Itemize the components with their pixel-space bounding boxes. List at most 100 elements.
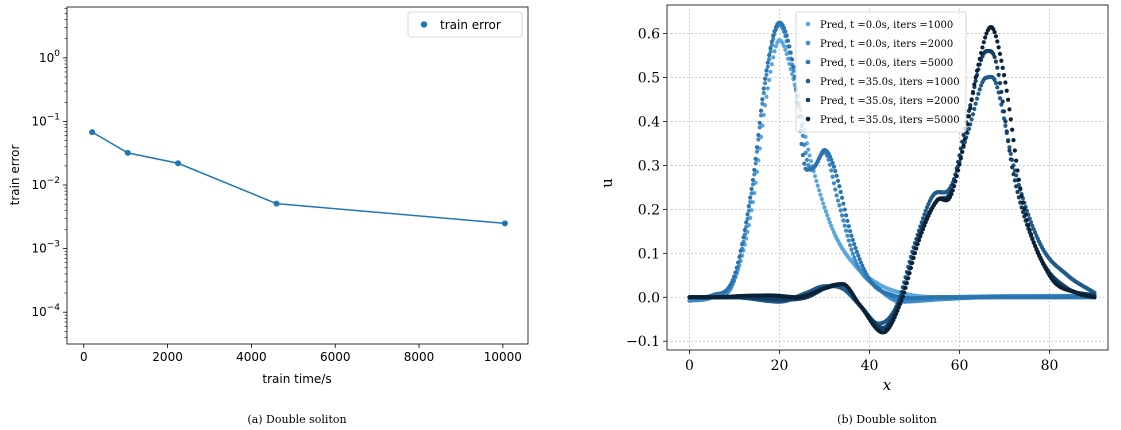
chart-b-data-point <box>908 265 914 271</box>
chart-b-data-point <box>830 160 835 166</box>
chart-b-data-point <box>830 174 835 179</box>
chart-b-y-tick-label: 0.2 <box>638 202 660 218</box>
chart-b-data-point <box>896 305 901 310</box>
chart-b-data-point <box>1001 73 1007 78</box>
chart-b-data-point <box>844 228 849 233</box>
chart-b-x-tick-label: 80 <box>1041 358 1059 374</box>
chart-b-data-point <box>842 223 847 228</box>
chart-b-data-point <box>1030 236 1035 241</box>
chart-b-x-tick-label: 60 <box>951 358 969 374</box>
chart-b-data-point <box>736 260 741 265</box>
chart-b-data-point <box>831 164 837 169</box>
chart-b-data-point <box>745 212 750 217</box>
chart-b-data-point <box>741 235 746 240</box>
chart-b-data-point <box>734 265 739 270</box>
chart-b-legend-marker <box>805 59 811 65</box>
chart-b-data-point <box>910 260 915 266</box>
chart-b-data-point <box>833 187 838 192</box>
chart-b-data-point <box>807 153 812 158</box>
chart-b-data-point <box>767 56 772 62</box>
chart-a-x-tick-label: 8000 <box>404 350 435 364</box>
chart-b-y-tick-label: 0.1 <box>638 246 660 262</box>
chart-b-data-point <box>983 35 988 40</box>
chart-b-data-point <box>849 233 854 238</box>
chart-a-marks <box>89 129 508 227</box>
chart-b-y-tick-label: 0.5 <box>638 71 660 87</box>
chart-b-data-point <box>1026 223 1031 228</box>
chart-b-marks <box>687 20 1097 335</box>
chart-b-data-point <box>950 188 955 193</box>
chart-b-legend-label: Pred, t =0.0s, iters =2000 <box>820 39 953 50</box>
chart-b-data-point <box>730 278 735 283</box>
chart-a-series-line <box>91 131 506 225</box>
chart-b-data-point <box>829 223 834 228</box>
chart-b-data-point <box>744 224 749 229</box>
chart-b-data-point <box>1011 172 1016 177</box>
chart-b-data-point <box>849 247 854 252</box>
chart-a-y-tick-label: 100 <box>39 49 60 65</box>
chart-b-data-point <box>790 72 795 77</box>
chart-b-data-point <box>754 149 760 154</box>
chart-b-data-point <box>906 276 911 281</box>
chart-b-data-point <box>835 178 841 183</box>
chart-b-data-point <box>1006 97 1011 102</box>
chart-b-data-point <box>922 223 927 228</box>
chart-b-data-point <box>961 143 966 148</box>
chart-b-data-point <box>852 255 857 260</box>
chart-b-data-point <box>962 136 968 142</box>
chart-b-data-point <box>973 101 978 106</box>
chart-b-data-point <box>841 201 846 206</box>
chart-b-data-point <box>850 251 855 256</box>
chart-b-data-point <box>1019 193 1024 199</box>
chart-b-data-point <box>972 82 977 87</box>
chart-b-data-point <box>916 238 922 243</box>
chart-b-data-point <box>750 182 756 187</box>
chart-b-data-point <box>1003 80 1008 85</box>
chart-b-data-point <box>970 112 976 117</box>
chart-b-data-point <box>899 298 904 303</box>
chart-b-data-point <box>812 174 818 179</box>
chart-b-data-point <box>992 54 997 60</box>
chart-b-data-point <box>1011 138 1016 143</box>
chart-b-y-tick-label: 0.0 <box>638 290 660 306</box>
chart-b-data-point <box>919 230 924 235</box>
chart-a-y-tick-label: 10−1 <box>31 112 60 128</box>
chart-b-data-point <box>817 188 822 193</box>
chart-a-legend-label: train error <box>440 18 501 32</box>
chart-b-data-point <box>806 147 811 152</box>
chart-b-data-point <box>845 218 850 224</box>
chart-b-data-point <box>790 57 795 62</box>
chart-b-y-axis-label: u <box>598 178 616 188</box>
chart-b-data-point <box>765 86 770 91</box>
chart-b-data-point <box>839 213 845 218</box>
chart-b-data-point <box>1024 217 1030 223</box>
caption-a: (a) Double soliton <box>247 413 346 426</box>
chart-a-y-axis-label: train error <box>8 145 22 206</box>
chart-b-legend-marker <box>805 21 811 27</box>
chart-b-data-point <box>829 168 834 173</box>
chart-b-data-point <box>742 227 747 233</box>
chart-b-data-point <box>995 65 1000 70</box>
chart-b-data-point <box>1010 127 1015 132</box>
chart-b-data-point <box>750 177 756 183</box>
chart-b-data-point <box>848 243 853 248</box>
chart-b-data-point <box>846 224 851 229</box>
chart-b-data-point <box>893 311 899 317</box>
chart-b-data-point <box>993 34 999 39</box>
chart-b-data-point <box>920 226 926 232</box>
chart-b-data-point <box>752 172 757 177</box>
chart-b-data-point <box>756 137 761 142</box>
chart-b-data-point <box>740 242 745 247</box>
chart-b-data-point <box>781 44 787 49</box>
chart-a-axes-frame <box>66 6 529 345</box>
chart-b-data-point <box>765 60 770 65</box>
chart-b-data-point <box>767 53 772 58</box>
chart-b-data-point <box>1014 158 1019 163</box>
chart-a-y-tick-label: 10−3 <box>31 240 60 256</box>
chart-b-data-point <box>965 122 970 127</box>
chart-b-data-point <box>853 245 858 251</box>
chart-b-data-point <box>764 94 769 99</box>
chart-b-data-point <box>818 192 823 197</box>
chart-b-data-point <box>749 186 754 192</box>
chart-b-data-point <box>760 97 765 102</box>
